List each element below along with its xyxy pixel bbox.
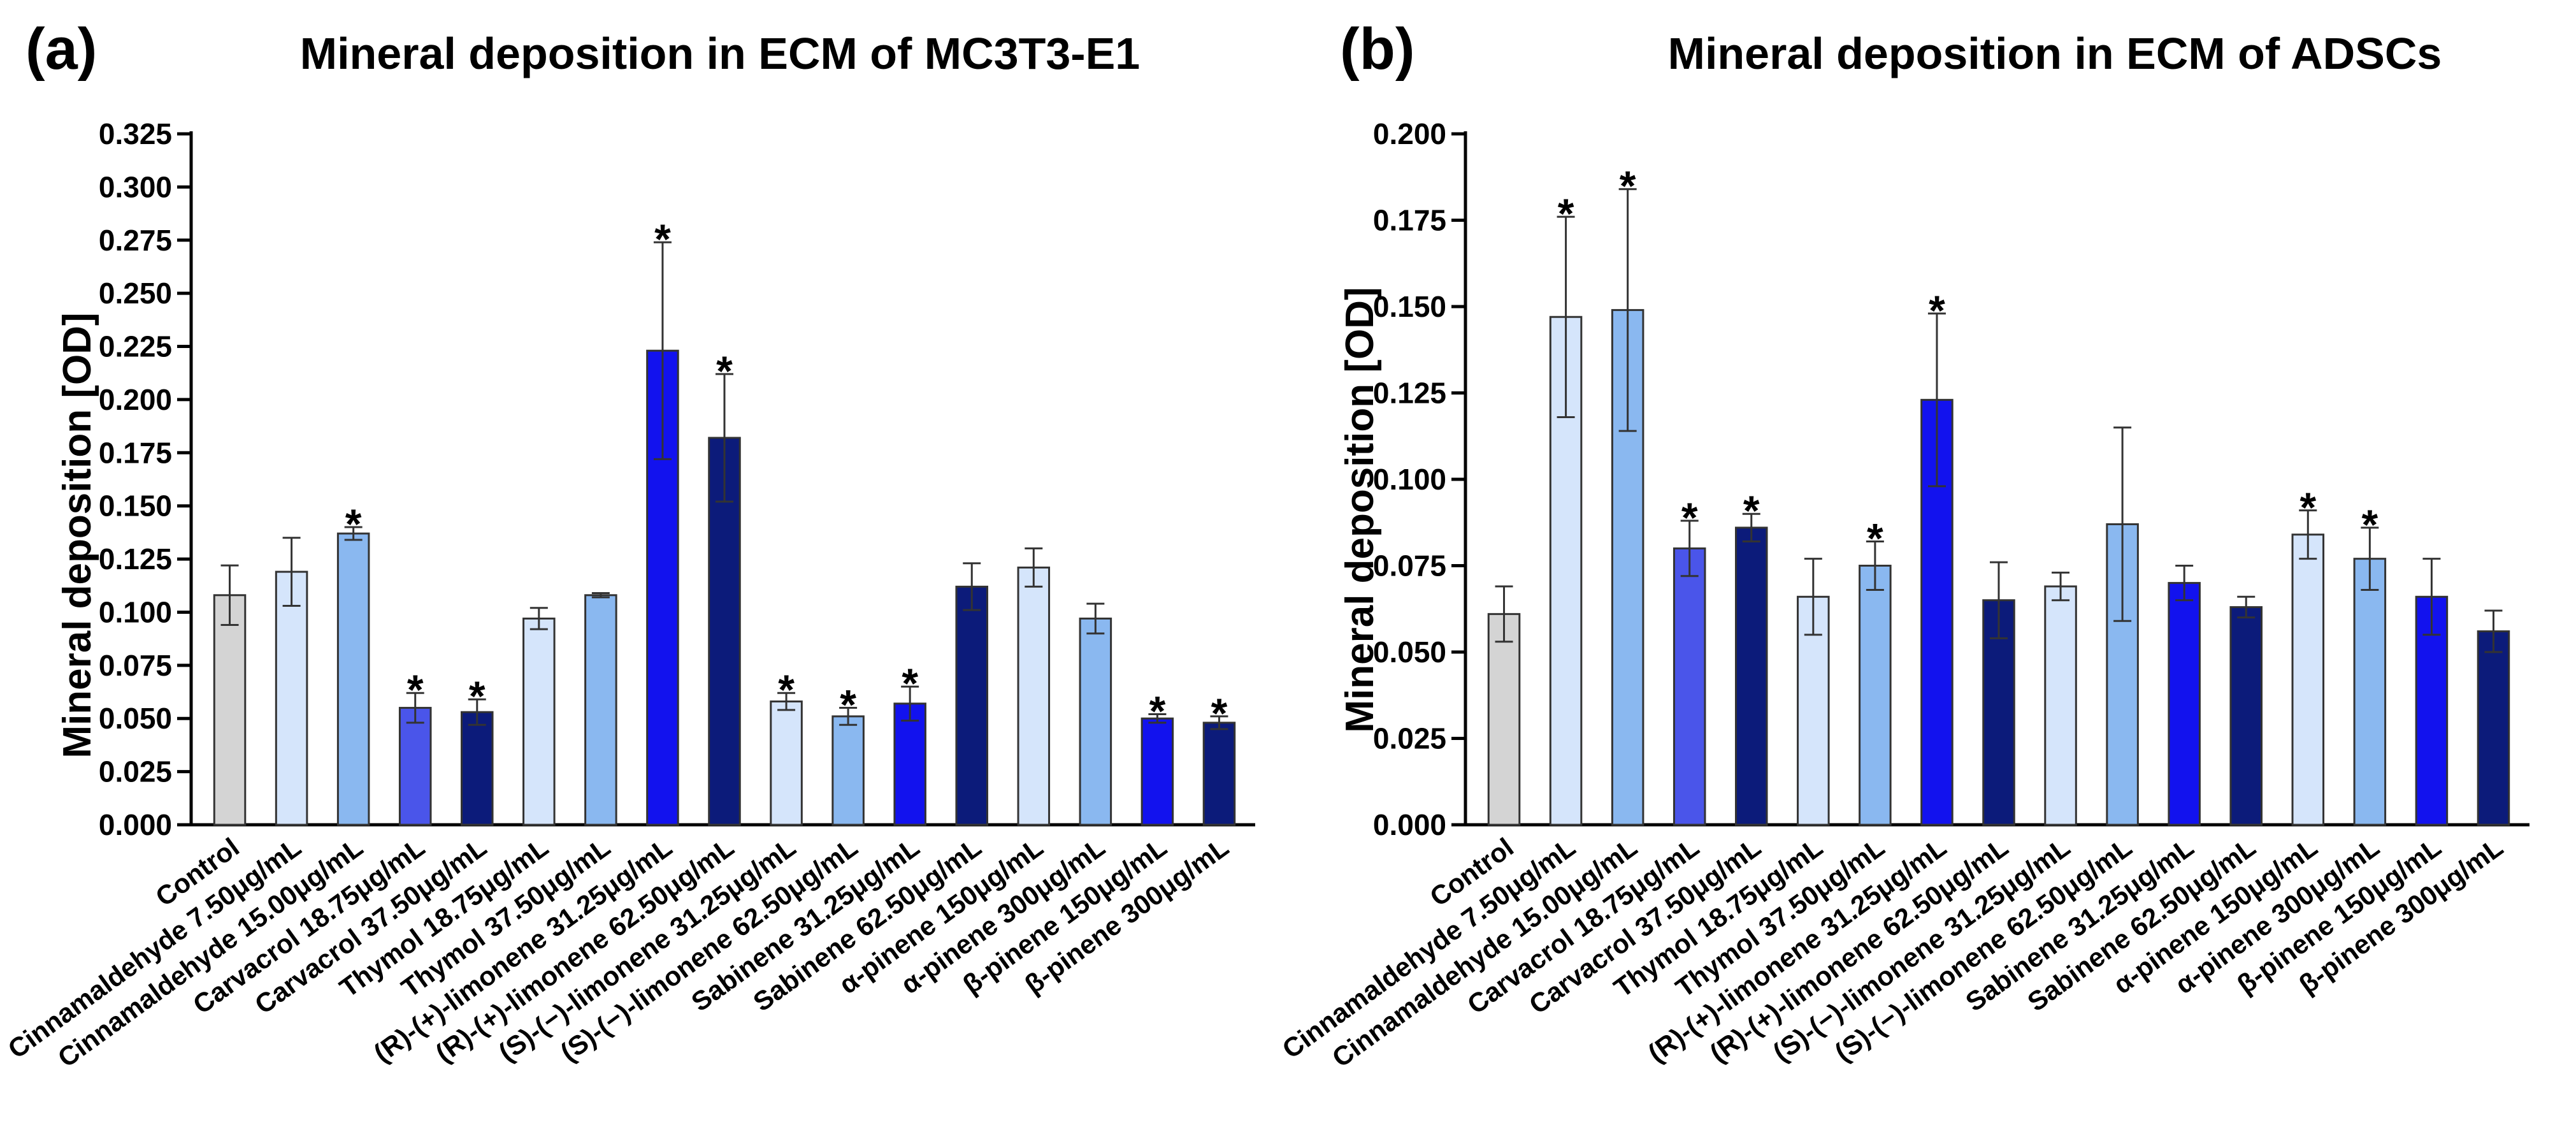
- panel-b-y-tick-label: 0.100: [1373, 463, 1446, 496]
- panel-a-y-tick-label: 0.025: [99, 755, 172, 788]
- panel-b-significance-star: *: [1620, 163, 1636, 210]
- panel-b-y-tick-label: 0.050: [1373, 635, 1446, 669]
- panel-a-significance-star: *: [778, 666, 795, 713]
- panel-b-bar: [2229, 606, 2263, 826]
- panel-b-y-tick-label: 0.075: [1373, 549, 1446, 583]
- panel-a-significance-star: *: [345, 500, 362, 548]
- panel-b-y-tick-label: 0.200: [1373, 117, 1446, 150]
- panel-b-bar: [2477, 630, 2510, 826]
- panel-b-axes: 0.000 0.025 0.050 0.075 0.100 0.125 0.150 0.175…: [1373, 117, 2529, 841]
- panel-a-significance-star: *: [469, 672, 486, 720]
- panel-b-significance-star: *: [1743, 487, 1760, 534]
- panel-b-y-tick-label: 0.000: [1373, 808, 1446, 841]
- panel-b-bar: [2168, 582, 2201, 826]
- panel-a-significance-star: *: [1211, 690, 1228, 737]
- panel-b-bar: [2353, 558, 2387, 826]
- panel-b-significance-star: *: [2362, 501, 2378, 548]
- panel-a-y-tick-label: 0.050: [99, 702, 172, 735]
- panel-b-y-tick-label: 0.150: [1373, 290, 1446, 323]
- panel-a-bar: [831, 715, 865, 826]
- panel-b-bar: [1735, 526, 1768, 826]
- panel-a-y-tick-label: 0.175: [99, 436, 172, 469]
- panel-a-y-tick-label: 0.125: [99, 542, 172, 576]
- panel-a-bar: [893, 702, 926, 826]
- panel-a-y-tick-label: 0.325: [99, 117, 172, 150]
- panel-a-y-tick-label: 0.000: [99, 808, 172, 841]
- panel-a-bars: * * * * * * * * * *: [213, 215, 1236, 826]
- panel-a-significance-star: *: [840, 681, 856, 729]
- panel-a: (a) Mineral deposition in ECM of MC3T3-E…: [3, 17, 1255, 1073]
- panel-b-bar: [2044, 585, 2077, 826]
- panel-a-bar: [461, 711, 494, 826]
- panel-a-significance-star: *: [1149, 688, 1166, 735]
- panel-a-significance-star: *: [407, 666, 424, 713]
- panel-b-significance-star: *: [1867, 515, 1883, 562]
- panel-a-bar: [522, 617, 556, 826]
- panel-a-bar: [770, 700, 803, 826]
- panel-a-bar: [955, 585, 988, 826]
- panel-a-bar: [1202, 722, 1236, 826]
- panel-a-label: (a): [25, 17, 97, 82]
- panel-b-title: Mineral deposition in ECM of ADSCs: [1668, 29, 2442, 78]
- panel-a-y-tick-label: 0.200: [99, 383, 172, 416]
- panel-a-bar: [1017, 566, 1051, 826]
- panel-a-y-tick-label: 0.225: [99, 330, 172, 363]
- panel-b-label: (b): [1340, 17, 1414, 82]
- panel-b-y-axis-label: Mineral deposition [OD]: [1338, 287, 1382, 732]
- panel-a-y-tick-label: 0.100: [99, 595, 172, 628]
- panel-a-y-tick-label: 0.150: [99, 490, 172, 523]
- panel-a-bar: [275, 570, 308, 826]
- panel-b-bar: [2291, 533, 2325, 826]
- panel-b-bar: [1859, 565, 1892, 826]
- panel-a-bar: [584, 594, 617, 826]
- panel-b-y-tick-label: 0.175: [1373, 204, 1446, 237]
- panel-a-y-tick-label: 0.075: [99, 649, 172, 682]
- panel-a-bar: [213, 594, 247, 826]
- panel-a-bar: [1140, 717, 1174, 826]
- panel-a-significance-star: *: [654, 215, 671, 263]
- panel-b-significance-star: *: [1681, 494, 1698, 541]
- panel-b-significance-star: *: [2299, 484, 2316, 531]
- panel-a-bar: [336, 532, 370, 826]
- panel-a-title: Mineral deposition in ECM of MC3T3-E1: [300, 29, 1140, 78]
- panel-a-y-axis-label: Mineral deposition [OD]: [55, 312, 99, 758]
- panel-a-bar: [1079, 617, 1112, 826]
- panel-a-significance-star: *: [902, 660, 918, 707]
- panel-b-y-tick-label: 0.025: [1373, 722, 1446, 755]
- panel-b-y-tick-label: 0.125: [1373, 377, 1446, 410]
- panel-a-y-tick-label: 0.300: [99, 170, 172, 203]
- panel-a-y-tick-label: 0.275: [99, 224, 172, 257]
- panel-b-significance-star: *: [1929, 287, 1945, 334]
- panel-b-bar: [1673, 547, 1706, 826]
- panel-b-bar: [1487, 613, 1521, 826]
- panel-b-significance-star: *: [1558, 190, 1574, 237]
- panel-a-significance-star: *: [716, 347, 733, 395]
- panel-a-y-tick-label: 0.250: [99, 277, 172, 310]
- panel-b-bars: * * * * * * * *: [1487, 163, 2510, 826]
- panel-a-bar: [398, 707, 432, 826]
